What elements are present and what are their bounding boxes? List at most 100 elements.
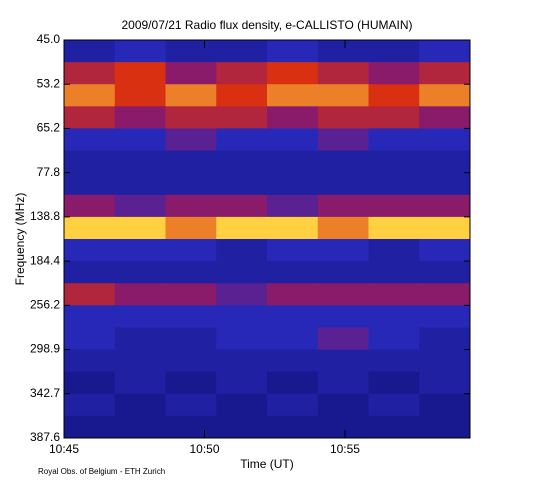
y-axis-label: Frequency (MHz) — [13, 193, 27, 286]
heat-cell — [114, 40, 166, 63]
heat-cell — [317, 261, 369, 284]
heat-cell — [419, 371, 471, 395]
heat-cell — [114, 349, 166, 373]
heat-cell — [419, 40, 471, 63]
heat-cell — [216, 415, 268, 439]
heat-cell — [368, 40, 420, 63]
heat-cell — [216, 172, 268, 196]
heat-cell — [267, 40, 319, 63]
heat-cell — [368, 305, 420, 328]
heat-cell — [368, 349, 420, 373]
heat-cell — [368, 261, 420, 284]
heat-cell — [317, 393, 369, 417]
heat-cell — [64, 128, 116, 152]
heat-cell — [368, 128, 420, 152]
heat-cell — [216, 128, 268, 152]
heat-cell — [267, 327, 319, 351]
heat-cell — [267, 349, 319, 373]
heat-cell — [419, 261, 471, 284]
heat-cell — [114, 62, 166, 85]
chart-title: 2009/07/21 Radio flux density, e-CALLIST… — [121, 18, 412, 32]
heat-cell — [368, 327, 420, 351]
heat-cell — [165, 40, 217, 63]
heat-cell — [64, 415, 116, 439]
heat-cell — [165, 283, 217, 306]
heat-cell — [216, 393, 268, 417]
heat-cell — [114, 128, 166, 152]
heat-cell — [419, 106, 471, 129]
heat-cell — [368, 106, 420, 129]
heat-cell — [267, 128, 319, 152]
heat-cell — [419, 283, 471, 306]
heat-cell — [64, 239, 116, 262]
heat-cell — [165, 216, 217, 240]
heat-cell — [64, 150, 116, 174]
heat-cell — [165, 327, 217, 351]
heat-cell — [114, 84, 166, 107]
heat-cell — [64, 349, 116, 373]
heat-cell — [165, 172, 217, 196]
heat-cell — [216, 150, 268, 174]
heat-cell — [368, 239, 420, 262]
heat-cell — [368, 194, 420, 218]
heat-cell — [267, 216, 319, 240]
heat-cell — [64, 305, 116, 328]
plot-frame — [63, 39, 471, 439]
heat-cell — [114, 283, 166, 306]
heat-cell — [114, 150, 166, 174]
heat-cell — [165, 261, 217, 284]
x-tick-label: 10:55 — [330, 442, 360, 456]
heat-cell — [267, 172, 319, 196]
heat-cell — [419, 305, 471, 328]
heat-cell — [419, 84, 471, 107]
heat-cell — [267, 62, 319, 85]
heat-cell — [419, 128, 471, 152]
heat-cell — [419, 62, 471, 85]
heat-cell — [267, 283, 319, 306]
y-tick-label: 53.2 — [37, 76, 61, 90]
heat-cell — [114, 239, 166, 262]
heat-cell — [419, 327, 471, 351]
heat-cell — [267, 106, 319, 129]
heat-cell — [64, 172, 116, 196]
heat-cell — [165, 305, 217, 328]
heat-cell — [64, 194, 116, 218]
heat-cell — [368, 393, 420, 417]
heat-cell — [114, 371, 166, 395]
heat-cell — [216, 327, 268, 351]
heat-cell — [165, 84, 217, 107]
heat-cell — [317, 305, 369, 328]
heat-cell — [317, 349, 369, 373]
heat-cell — [114, 327, 166, 351]
heat-cell — [165, 194, 217, 218]
heat-cell — [216, 84, 268, 107]
heat-cell — [368, 216, 420, 240]
y-tick-label: 77.8 — [37, 165, 61, 179]
heat-cell — [216, 371, 268, 395]
heat-cell — [267, 84, 319, 107]
heat-cell — [317, 283, 369, 306]
heat-cell — [216, 62, 268, 85]
y-tick-label: 45.0 — [37, 32, 61, 46]
heat-cell — [165, 106, 217, 129]
heat-cell — [114, 393, 166, 417]
heat-cell — [64, 371, 116, 395]
x-tick-label: 10:45 — [49, 442, 79, 456]
heat-cell — [165, 128, 217, 152]
heat-cell — [165, 150, 217, 174]
footer: Royal Obs. of Belgium - ETH Zurich — [38, 467, 165, 476]
heat-cell — [317, 172, 369, 196]
heat-cell — [317, 84, 369, 107]
heat-cell — [419, 415, 471, 439]
heat-cell — [64, 261, 116, 284]
heat-cell — [165, 393, 217, 417]
heat-cell — [419, 172, 471, 196]
heat-cell — [368, 172, 420, 196]
heat-cell — [317, 239, 369, 262]
heat-cell — [64, 106, 116, 129]
heat-cell — [64, 327, 116, 351]
y-tick-label: 184.4 — [30, 253, 60, 267]
heat-cell — [267, 261, 319, 284]
heat-cell — [114, 261, 166, 284]
